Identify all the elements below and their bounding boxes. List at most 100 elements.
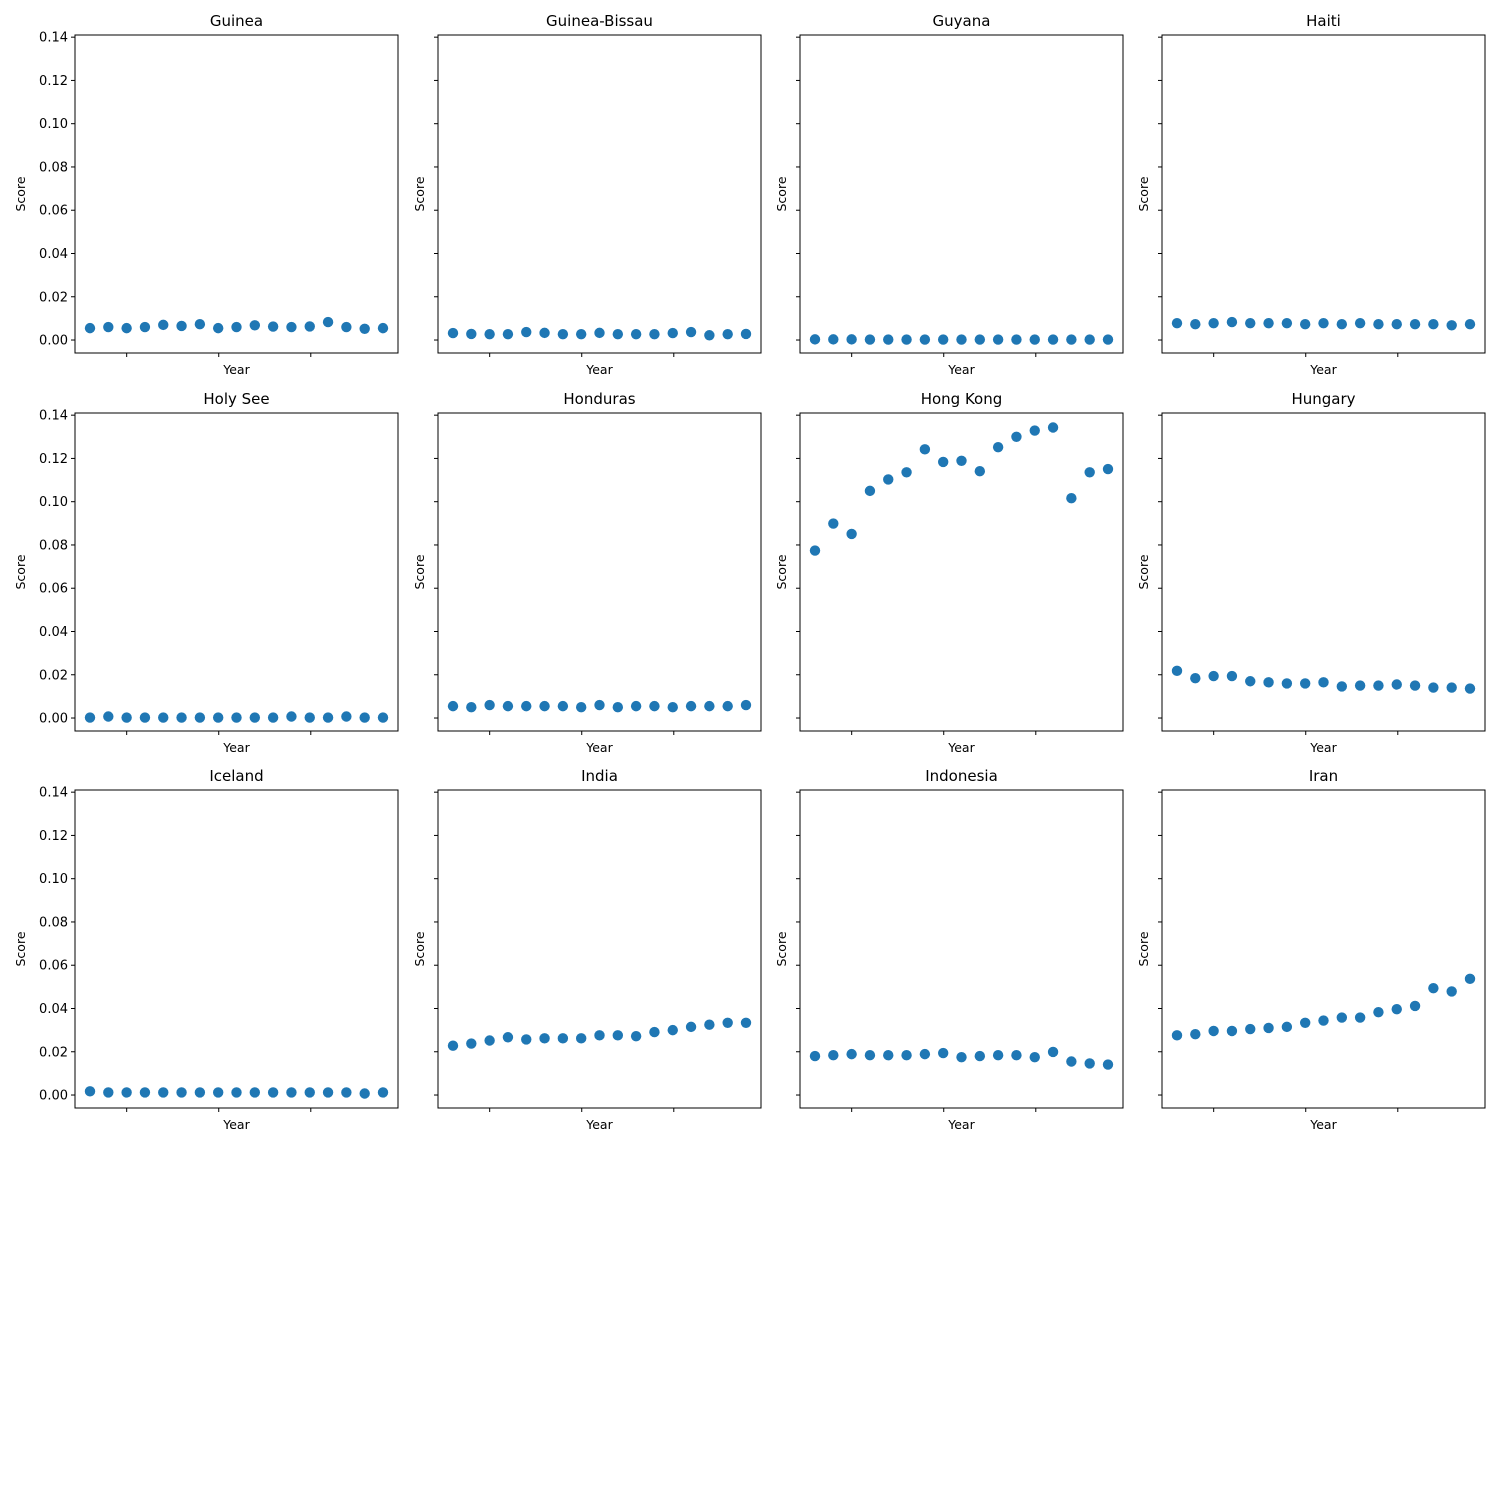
y-tick-label: 0.10 <box>39 872 68 887</box>
data-point <box>447 700 459 712</box>
data-point <box>809 545 821 556</box>
data-point <box>1281 317 1293 329</box>
data-point <box>286 711 297 722</box>
data-point <box>1208 317 1219 329</box>
x-axis-label: Year <box>947 1117 975 1132</box>
y-axis-label: Score <box>13 554 28 589</box>
data-point <box>502 328 514 340</box>
data-point <box>212 322 224 334</box>
data-point <box>828 334 839 345</box>
data-point <box>1084 334 1095 345</box>
y-axis-label: Score <box>13 931 28 966</box>
y-tick-label: 0.00 <box>39 712 68 727</box>
data-point <box>1263 677 1274 688</box>
data-point <box>1171 1030 1183 1041</box>
data-point <box>1190 673 1201 684</box>
data-point <box>974 1050 986 1062</box>
data-point <box>883 474 894 485</box>
y-tick-label: 0.12 <box>39 452 68 467</box>
y-tick-label: 0.04 <box>39 625 68 640</box>
data-point <box>103 1087 114 1098</box>
y-tick-label: 0.02 <box>39 1045 68 1060</box>
data-point <box>883 334 894 345</box>
data-point <box>359 323 370 334</box>
x-axis-label: Year <box>585 1117 613 1132</box>
y-axis-label: Score <box>13 176 28 211</box>
data-point <box>121 1087 132 1098</box>
data-point <box>883 1050 894 1061</box>
y-axis-label: Score <box>774 554 789 589</box>
y-tick-label: 0.06 <box>39 204 68 219</box>
data-point <box>612 702 624 713</box>
panel-title: Iceland <box>209 767 263 785</box>
data-point <box>1318 677 1329 688</box>
data-point <box>1428 682 1439 693</box>
data-point <box>1446 986 1457 997</box>
data-point <box>158 319 169 331</box>
data-point <box>1373 680 1384 691</box>
y-tick-label: 0.14 <box>39 31 68 46</box>
data-point <box>176 1087 187 1098</box>
data-point <box>176 712 187 723</box>
data-point <box>667 327 678 339</box>
data-point <box>1011 334 1022 345</box>
data-point <box>974 465 986 477</box>
data-point <box>521 1034 532 1045</box>
data-point <box>901 334 912 345</box>
y-tick-label: 0.00 <box>39 334 68 349</box>
data-point <box>267 712 279 723</box>
data-point <box>649 328 660 340</box>
panel-title: Guinea <box>210 12 263 30</box>
data-point <box>267 1087 279 1098</box>
data-point <box>539 1033 550 1044</box>
y-axis-label: Score <box>1136 554 1151 589</box>
data-point <box>901 1050 912 1061</box>
x-axis-label: Year <box>1309 362 1337 377</box>
data-point <box>1464 319 1476 330</box>
data-point <box>1409 1000 1421 1012</box>
y-axis-label: Score <box>412 931 427 966</box>
y-tick-label: 0.08 <box>39 160 68 175</box>
panel-title: Guyana <box>933 12 991 30</box>
data-point <box>1428 319 1439 330</box>
data-point <box>1102 1059 1114 1070</box>
data-point <box>322 316 334 328</box>
data-point <box>557 700 569 712</box>
axes-frame <box>74 34 399 354</box>
data-point <box>322 1087 334 1098</box>
data-point <box>1011 431 1022 442</box>
data-point <box>722 700 733 712</box>
data-point <box>1318 317 1329 329</box>
y-tick-label: 0.04 <box>39 1002 68 1017</box>
data-point <box>594 1030 605 1041</box>
data-point <box>1263 1022 1274 1034</box>
y-tick-label: 0.00 <box>39 1089 68 1104</box>
data-point <box>919 444 931 455</box>
x-axis-label: Year <box>1309 740 1337 755</box>
data-point <box>103 321 114 333</box>
data-point <box>1354 680 1366 691</box>
data-point <box>722 328 733 340</box>
data-point <box>1226 1025 1238 1037</box>
y-tick-label: 0.10 <box>39 495 68 510</box>
panel-title: Honduras <box>563 390 635 408</box>
data-point <box>1226 316 1238 328</box>
data-point <box>809 334 821 345</box>
data-point <box>557 328 569 340</box>
data-point <box>1336 1012 1348 1023</box>
panel-title: Hungary <box>1291 390 1355 408</box>
data-point <box>846 334 857 345</box>
data-point <box>249 1087 261 1098</box>
data-point <box>447 327 459 339</box>
data-point <box>1066 334 1077 345</box>
data-point <box>1226 670 1238 682</box>
data-point <box>1102 463 1114 475</box>
data-point <box>992 1050 1004 1061</box>
data-point <box>1391 1003 1402 1015</box>
y-tick-label: 0.14 <box>39 409 68 424</box>
data-point <box>864 1050 876 1061</box>
data-point <box>1336 681 1348 692</box>
panel-title: Iran <box>1309 767 1338 785</box>
data-point <box>722 1017 733 1028</box>
data-point <box>539 327 550 339</box>
